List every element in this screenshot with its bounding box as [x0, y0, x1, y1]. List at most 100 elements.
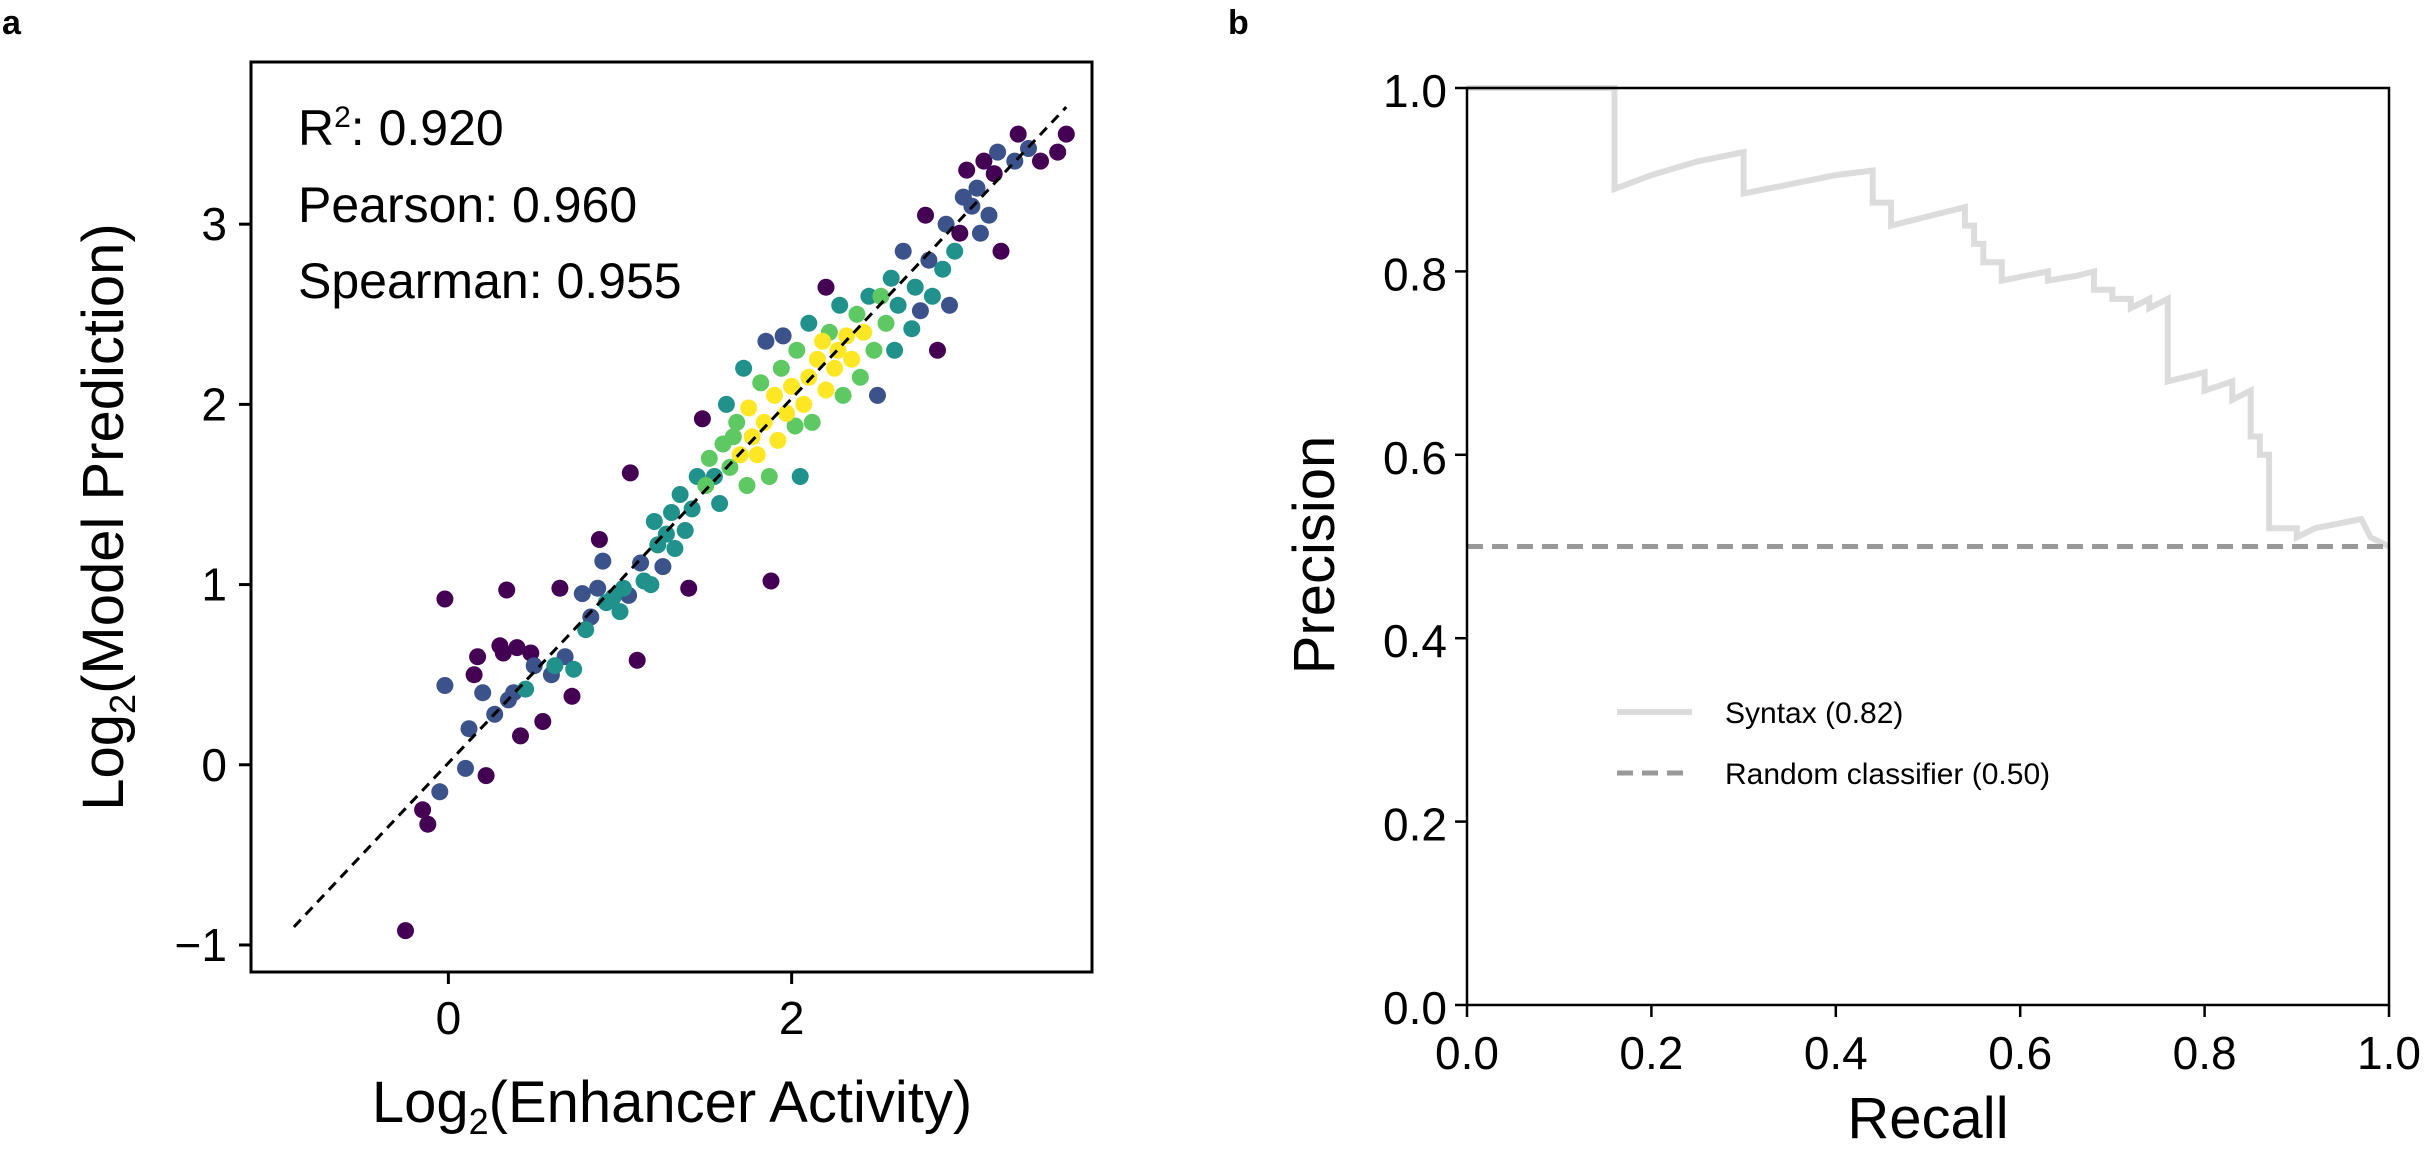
scatter-point [573, 585, 591, 603]
scatter-point [869, 386, 886, 404]
scatter-point [786, 417, 804, 435]
y-tick-label: 0.8 [1383, 248, 1447, 300]
identity-line [292, 106, 1068, 928]
scatter-point [419, 815, 437, 833]
scatter-point [1049, 143, 1067, 161]
scatter-point [851, 368, 869, 386]
scatter-point [951, 224, 969, 242]
scatter-point [929, 341, 946, 359]
scatter-point [628, 651, 646, 669]
scatter-point [1009, 125, 1027, 143]
scatter-point [757, 332, 775, 350]
y-tick-label: 3 [201, 198, 227, 250]
x-tick-label: 0.4 [1804, 1027, 1868, 1079]
scatter-point [498, 581, 516, 599]
scatter-point [589, 579, 607, 597]
scatter-point [826, 359, 844, 377]
scatter-point [838, 327, 856, 345]
scatter-point [676, 522, 694, 539]
scatter-point [800, 314, 818, 332]
pearson-annotation: Pearson: 0.960 [298, 177, 637, 233]
scatter-point [817, 278, 835, 296]
legend-label-syntax: Syntax (0.82) [1725, 697, 1903, 730]
x-tick-label: 0.0 [1435, 1027, 1499, 1079]
scatter-point [795, 395, 813, 413]
scatter-point [980, 206, 998, 224]
x-tick-label: 0.2 [1619, 1027, 1683, 1079]
x-axis-ticks-b: 0.0 0.2 0.4 0.6 0.8 1.0 [1435, 1005, 2421, 1079]
scatter-point [436, 677, 454, 694]
y-axis-title-a: Log2(Model Prediction) [71, 223, 143, 810]
scatter-point [975, 152, 993, 170]
scatter-point [772, 359, 790, 377]
scatter-point [590, 531, 608, 548]
y-tick-label: 0.4 [1383, 615, 1447, 667]
scatter-point [397, 922, 414, 940]
scatter-point [800, 368, 818, 386]
x-tick-label: 0.8 [2173, 1027, 2237, 1079]
y-tick-label: 0.6 [1383, 432, 1447, 484]
x-axis-title-a: Log2(Enhancer Activity) [372, 1070, 972, 1142]
plot-frame-a [249, 60, 1094, 974]
scatter-point [534, 713, 552, 730]
scatter-point [683, 500, 701, 518]
scatter-point [457, 759, 474, 777]
syntax-pr-line [1467, 85, 2391, 550]
scatter-point [469, 648, 487, 666]
scatter-point [831, 296, 849, 314]
y-tick-label: −1 [175, 919, 227, 971]
scatter-point [865, 341, 883, 359]
scatter-point [508, 639, 526, 657]
spearman-annotation: Spearman: 0.955 [298, 253, 682, 309]
y-tick-label: 0.2 [1383, 799, 1447, 851]
scatter-point [788, 341, 806, 359]
scatter-point [985, 165, 1003, 183]
scatter-point [565, 660, 583, 678]
scatter-point [721, 458, 739, 476]
scatter-point [645, 513, 663, 530]
scatter-point [808, 350, 826, 368]
plot-frame-b [1465, 86, 2391, 1007]
x-tick-label: 0 [436, 992, 462, 1044]
scatter-point [877, 314, 895, 332]
scatter-point [460, 720, 478, 738]
legend-label-random: Random classifier (0.50) [1725, 758, 2050, 791]
scatter-point [563, 687, 581, 705]
y-tick-label: 1.0 [1383, 65, 1447, 117]
scatter-point [740, 399, 758, 417]
scatter-point [414, 801, 432, 819]
scatter-point [1032, 152, 1049, 170]
scatter-point [551, 579, 569, 597]
scatter-point [465, 666, 483, 684]
scatter-point [906, 278, 924, 296]
scatter-point [594, 552, 612, 570]
scatter-point [992, 242, 1010, 260]
scatter-point [755, 413, 773, 431]
scatter-point [860, 287, 878, 305]
scatter-point [711, 495, 729, 512]
y-tick-label: 0.0 [1383, 982, 1447, 1034]
scatter-point [872, 287, 890, 305]
scatter-point [814, 332, 831, 350]
scatter-point [728, 413, 746, 431]
x-tick-label: 2 [779, 992, 805, 1044]
scatter-point [989, 143, 1007, 161]
scatter-point [783, 377, 801, 395]
scatter-point [923, 287, 941, 305]
scatter-point [971, 224, 989, 242]
scatter-point [717, 395, 735, 413]
scatter-points [397, 125, 1075, 940]
scatter-point [946, 242, 964, 260]
y-tick-label: 1 [201, 559, 227, 611]
scatter-point [680, 579, 698, 597]
x-axis-title-b: Recall [1847, 1086, 2008, 1151]
y-axis-title-b: Precision [1282, 436, 1347, 675]
scatter-point [474, 684, 492, 702]
scatter-point [848, 305, 866, 323]
scatter-point [834, 386, 852, 404]
scatter-point [621, 464, 639, 482]
scatter-point [657, 525, 675, 543]
scatter-point [738, 477, 756, 494]
scatter-point [748, 446, 766, 464]
